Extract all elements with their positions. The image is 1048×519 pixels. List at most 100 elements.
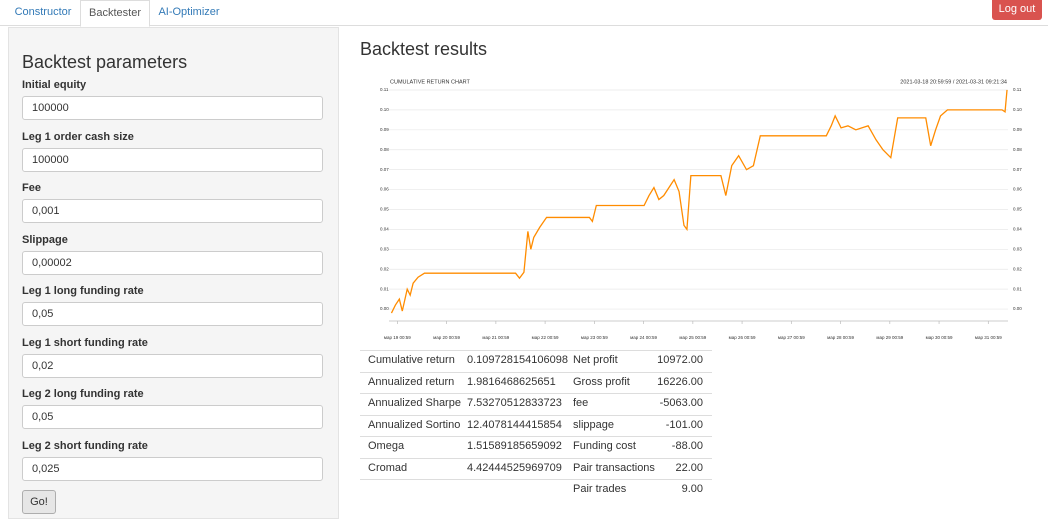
- y2-tick-label: 0.10: [1013, 107, 1022, 112]
- x-tick-label: мар 24 00:59: [630, 335, 657, 340]
- y-tick-label: 0.10: [380, 107, 389, 112]
- row-border: [360, 393, 712, 394]
- y2-tick-label: 0.06: [1013, 187, 1022, 192]
- row-border: [360, 371, 712, 373]
- nav-border: [0, 25, 1048, 26]
- y2-tick-label: 0.04: [1013, 227, 1022, 232]
- metric-name: Funding cost: [573, 440, 636, 452]
- y-tick-label: 0.11: [380, 87, 389, 92]
- metric-value: 4.42444525969709: [467, 461, 562, 474]
- x-tick-label: мар 26 00:59: [729, 335, 756, 340]
- field-label: Fee: [22, 182, 41, 194]
- row-border: [360, 350, 712, 351]
- x-tick-label: мар 23 00:59: [581, 335, 608, 340]
- field-label: Leg 2 long funding rate: [22, 388, 144, 400]
- metric-name: Gross profit: [573, 375, 630, 388]
- y2-tick-label: 0.01: [1013, 286, 1022, 291]
- results-title: Backtest results: [360, 39, 488, 59]
- metric-value: -101.00: [665, 418, 703, 431]
- metric-value: 10972.00: [657, 354, 703, 366]
- y2-tick-label: 0.08: [1013, 147, 1022, 152]
- metric-name: fee: [573, 397, 589, 409]
- y-tick-label: 0.07: [380, 167, 389, 172]
- input[interactable]: 0,025: [22, 456, 323, 481]
- y-tick-label: 0.02: [380, 266, 389, 271]
- y-tick-label: 0.06: [380, 187, 389, 192]
- row-border: [360, 436, 712, 437]
- field-label: Leg 1 long funding rate: [22, 285, 144, 297]
- x-tick-label: мар 28 00:59: [827, 335, 854, 340]
- y-tick-label: 0.09: [380, 127, 389, 132]
- chart-background: [360, 70, 1020, 342]
- metric-value: -88.00: [671, 440, 703, 452]
- chart-subtitle: 2021-03-18 20:59:59 / 2021-03-31 09:21:3…: [900, 79, 1007, 85]
- nav-tab[interactable]: AI-Optimizer: [158, 6, 220, 18]
- input[interactable]: 0,02: [22, 353, 323, 378]
- metric-value: 12.4078144415854: [467, 418, 562, 431]
- metric-value: -5063.00: [659, 397, 703, 409]
- metric-name: Omega: [368, 440, 405, 452]
- chart-title: CUMULATIVE RETURN CHART: [390, 79, 470, 85]
- metric-name: Annualized Sharpe: [368, 397, 461, 409]
- x-tick-label: мар 25 00:59: [679, 335, 706, 340]
- y2-tick-label: 0.02: [1013, 266, 1022, 271]
- y-tick-label: 0.01: [380, 286, 389, 291]
- metric-value: 0.109728154106098: [467, 354, 568, 366]
- field-label: Leg 2 short funding rate: [22, 439, 148, 452]
- x-tick-label: мар 30 00:59: [926, 335, 953, 340]
- metric-value: 7.53270512833723: [467, 397, 562, 409]
- y-tick-label: 0.04: [380, 227, 389, 232]
- y-tick-label: 0.05: [380, 207, 389, 212]
- y-tick-label: 0.03: [380, 246, 389, 251]
- y2-tick-label: 0.05: [1013, 207, 1022, 212]
- y2-tick-label: 0.09: [1013, 127, 1022, 132]
- metric-name: Net profit: [573, 354, 618, 366]
- x-tick-label: мар 19 00:59: [384, 335, 411, 340]
- input[interactable]: 0,00002: [22, 250, 323, 275]
- nav-tab-active[interactable]: Backtester: [80, 0, 150, 27]
- y-tick-label: 0.00: [380, 306, 389, 311]
- input[interactable]: 100000: [22, 147, 323, 172]
- nav-tab[interactable]: Constructor: [14, 6, 72, 18]
- metric-name: Annualized return: [368, 375, 455, 388]
- y2-tick-label: 0.00: [1013, 306, 1022, 311]
- metric-value: 22.00: [675, 461, 703, 474]
- field-label: Slippage: [22, 233, 68, 246]
- y-tick-label: 0.08: [380, 147, 389, 152]
- x-tick-label: мар 31 00:59: [975, 335, 1002, 340]
- field-label: Leg 1 short funding rate: [22, 336, 148, 349]
- input[interactable]: 0,001: [22, 199, 323, 223]
- metric-name: slippage: [573, 418, 614, 431]
- field-label: Initial equity: [22, 79, 87, 91]
- row-border: [360, 457, 712, 459]
- x-tick-label: мар 22 00:59: [532, 335, 559, 340]
- y2-tick-label: 0.11: [1013, 87, 1022, 92]
- x-tick-label: мар 27 00:59: [778, 335, 805, 340]
- metric-value: 16226.00: [657, 375, 703, 388]
- x-tick-label: мар 21 00:59: [482, 335, 509, 340]
- line-series: [390, 89, 1008, 314]
- input[interactable]: 0,05: [22, 302, 323, 326]
- metric-name: Annualized Sortino: [368, 418, 461, 431]
- metric-value: 1.51589185659092: [467, 440, 562, 452]
- metric-name: Cumulative return: [368, 354, 455, 366]
- metric-value: 1.9816468625651: [467, 375, 556, 388]
- input[interactable]: 0,05: [22, 405, 323, 429]
- input[interactable]: 100000: [22, 96, 323, 120]
- metric-name: Pair transactions: [573, 461, 655, 474]
- chart: CUMULATIVE RETURN CHART 2021-03-18 20:59…: [360, 70, 1023, 342]
- x-tick-label: мар 29 00:59: [876, 335, 903, 340]
- row-border: [360, 414, 712, 416]
- metric-value: 9.00: [681, 483, 703, 495]
- params-title: Backtest parameters: [22, 52, 188, 72]
- metric-name: Pair trades: [573, 483, 627, 495]
- field-label: Leg 1 order cash size: [22, 130, 134, 143]
- metric-name: Cromad: [368, 461, 408, 474]
- x-tick-label: мар 20 00:59: [433, 335, 460, 340]
- logout-button[interactable]: Log out: [992, 0, 1042, 20]
- go-button[interactable]: Go!: [22, 490, 56, 514]
- y2-tick-label: 0.03: [1013, 246, 1022, 251]
- y2-tick-label: 0.07: [1013, 167, 1022, 172]
- row-border: [360, 479, 712, 480]
